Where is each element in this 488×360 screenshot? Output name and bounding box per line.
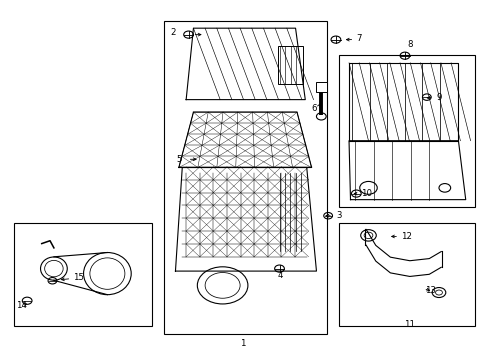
Polygon shape xyxy=(175,167,316,271)
Text: 2: 2 xyxy=(170,28,175,37)
Text: 12: 12 xyxy=(400,232,411,241)
Bar xyxy=(277,46,302,84)
Text: 14: 14 xyxy=(16,301,27,310)
Text: 9: 9 xyxy=(436,93,441,102)
Bar xyxy=(315,82,326,93)
Text: 6: 6 xyxy=(310,104,316,113)
Polygon shape xyxy=(348,141,465,200)
Text: 15: 15 xyxy=(73,273,84,282)
Text: 13: 13 xyxy=(425,285,435,294)
Bar xyxy=(339,55,474,207)
Bar xyxy=(339,223,474,327)
Text: 10: 10 xyxy=(361,189,371,198)
Text: 8: 8 xyxy=(406,40,412,49)
Text: 4: 4 xyxy=(277,271,282,280)
Bar xyxy=(14,223,152,327)
Text: 1: 1 xyxy=(240,339,245,348)
Text: 7: 7 xyxy=(356,35,361,44)
Bar xyxy=(164,21,326,334)
Polygon shape xyxy=(179,112,311,167)
Polygon shape xyxy=(186,28,305,100)
Polygon shape xyxy=(348,63,458,141)
Text: 5: 5 xyxy=(176,155,182,164)
Text: 11: 11 xyxy=(404,320,414,329)
Text: 3: 3 xyxy=(335,211,341,220)
